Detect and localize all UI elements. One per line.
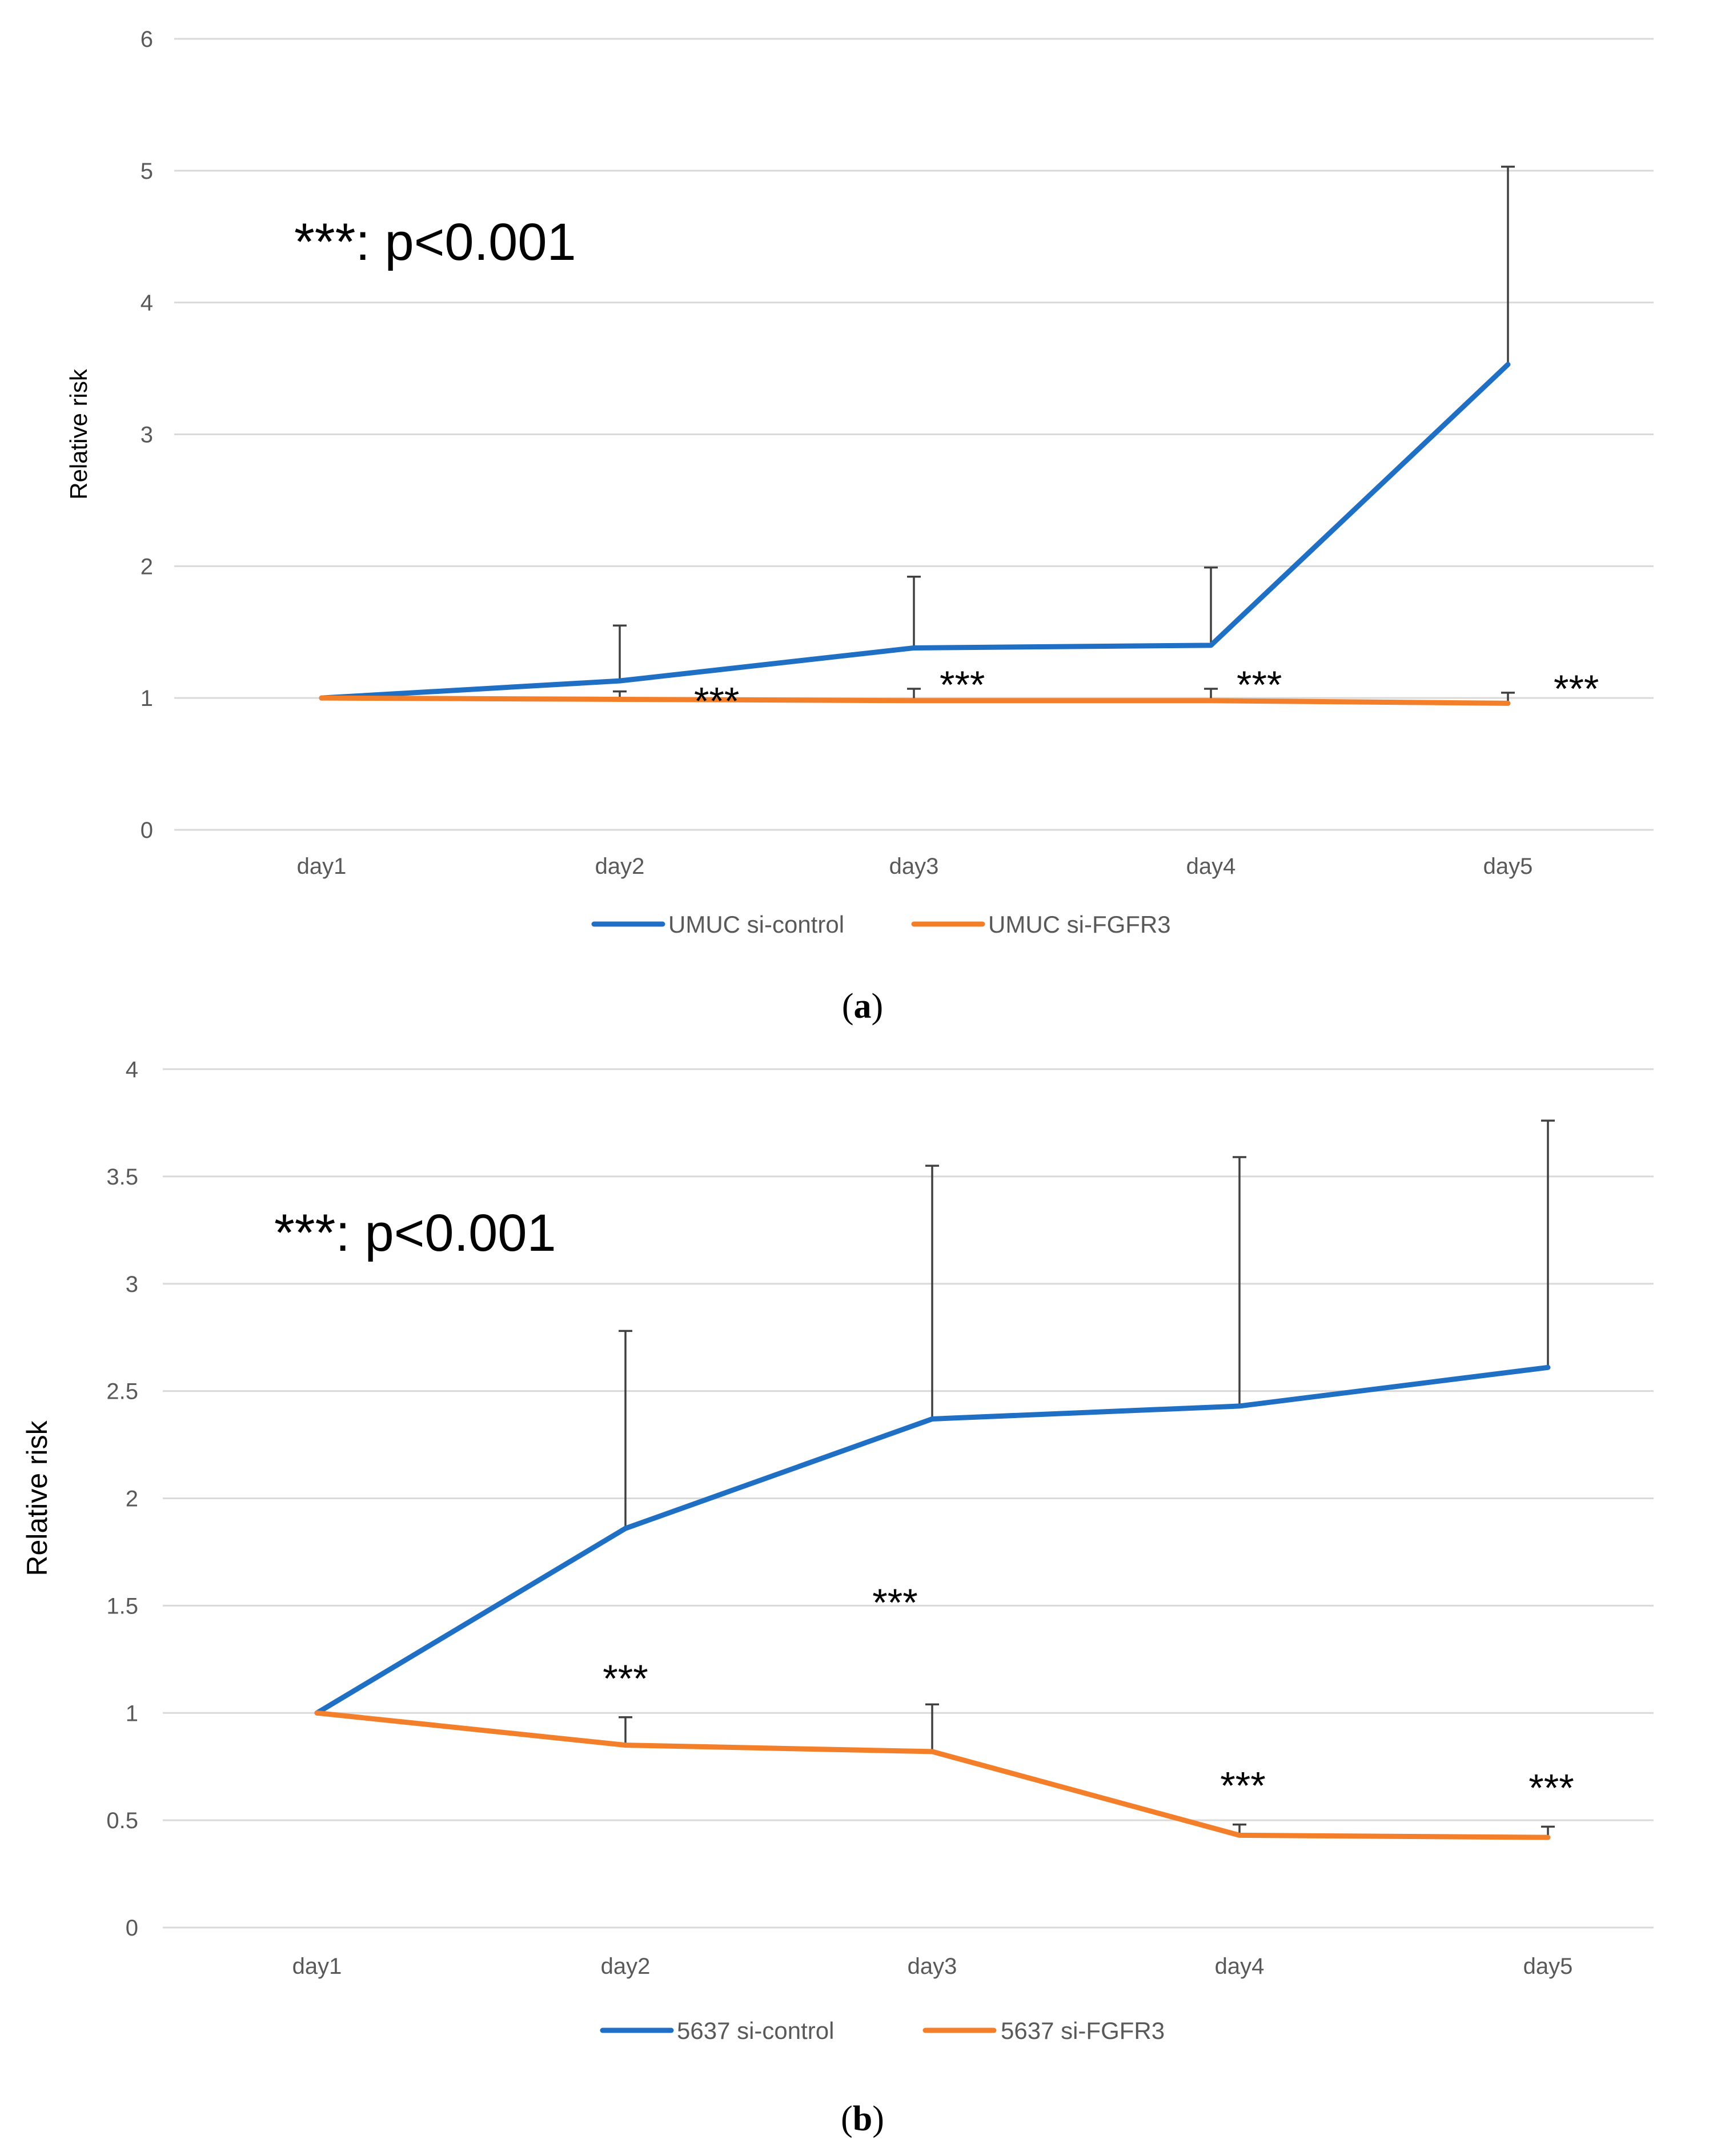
y-tick-label: 4 — [126, 1057, 138, 1082]
y-tick-label: 1 — [141, 686, 153, 711]
x-tick-label: day3 — [889, 854, 939, 879]
legend-label: UMUC si-FGFR3 — [988, 911, 1171, 938]
panel-caption: (b) — [841, 2099, 884, 2138]
y-axis-title: Relative risk — [21, 1420, 53, 1576]
series-line-2 — [314, 1710, 1551, 1840]
significance-note: ***: p<0.001 — [274, 1204, 556, 1262]
y-tick-label: 1 — [126, 1701, 138, 1726]
y-tick-label: 1.5 — [106, 1593, 138, 1619]
significance-stars: *** — [1220, 1764, 1265, 1808]
series-line-2 — [319, 695, 1511, 706]
series-line-1 — [319, 362, 1511, 701]
y-tick-label: 0 — [141, 818, 153, 843]
y-tick-label: 2.5 — [106, 1379, 138, 1404]
y-tick-label: 0 — [126, 1916, 138, 1941]
x-tick-label: day2 — [601, 1954, 651, 1979]
x-tick-label: day4 — [1186, 854, 1236, 879]
y-tick-label: 2 — [141, 554, 153, 579]
x-tick-label: day2 — [595, 854, 645, 879]
chart-panel-a: 0 1 2 3 4 5 6 day1 day2 day3 day4 day5 Relative risk… — [65, 27, 1654, 1026]
y-tick-label: 2 — [126, 1487, 138, 1512]
y-axis-title: Relative risk — [65, 368, 92, 500]
x-tick-label: day4 — [1215, 1954, 1265, 1979]
y-tick-label: 6 — [141, 27, 153, 52]
x-tick-label: day5 — [1523, 1954, 1573, 1979]
x-tick-label: day3 — [908, 1954, 957, 1979]
panel-caption: (a) — [842, 987, 883, 1026]
significance-stars: *** — [1237, 663, 1282, 706]
y-tick-label: 3 — [141, 423, 153, 448]
x-tick-label: day1 — [297, 854, 347, 879]
legend-label: UMUC si-control — [668, 911, 844, 938]
significance-stars: *** — [603, 1657, 648, 1700]
y-tick-label: 5 — [141, 159, 153, 184]
legend-label: 5637 si-control — [677, 2017, 834, 2044]
significance-stars: *** — [1529, 1766, 1574, 1809]
x-tick-label: day5 — [1483, 854, 1533, 879]
significance-stars: *** — [694, 680, 739, 723]
y-tick-label: 3 — [126, 1272, 138, 1297]
y-tick-label: 3.5 — [106, 1165, 138, 1190]
significance-note: ***: p<0.001 — [294, 213, 576, 271]
y-tick-label: 0.5 — [106, 1808, 138, 1833]
significance-stars: *** — [940, 663, 985, 706]
significance-stars: *** — [1554, 667, 1599, 710]
series-line-1 — [314, 1364, 1551, 1716]
legend-label: 5637 si-FGFR3 — [1001, 2017, 1165, 2044]
significance-stars: *** — [872, 1581, 917, 1624]
x-tick-label: day1 — [292, 1954, 342, 1979]
chart-panel-b: 0 0.5 1 1.5 2 2.5 3 3.5 4 day1 day2 day3 day4 day5 Rel… — [21, 1057, 1654, 2138]
y-tick-label: 4 — [141, 291, 153, 316]
